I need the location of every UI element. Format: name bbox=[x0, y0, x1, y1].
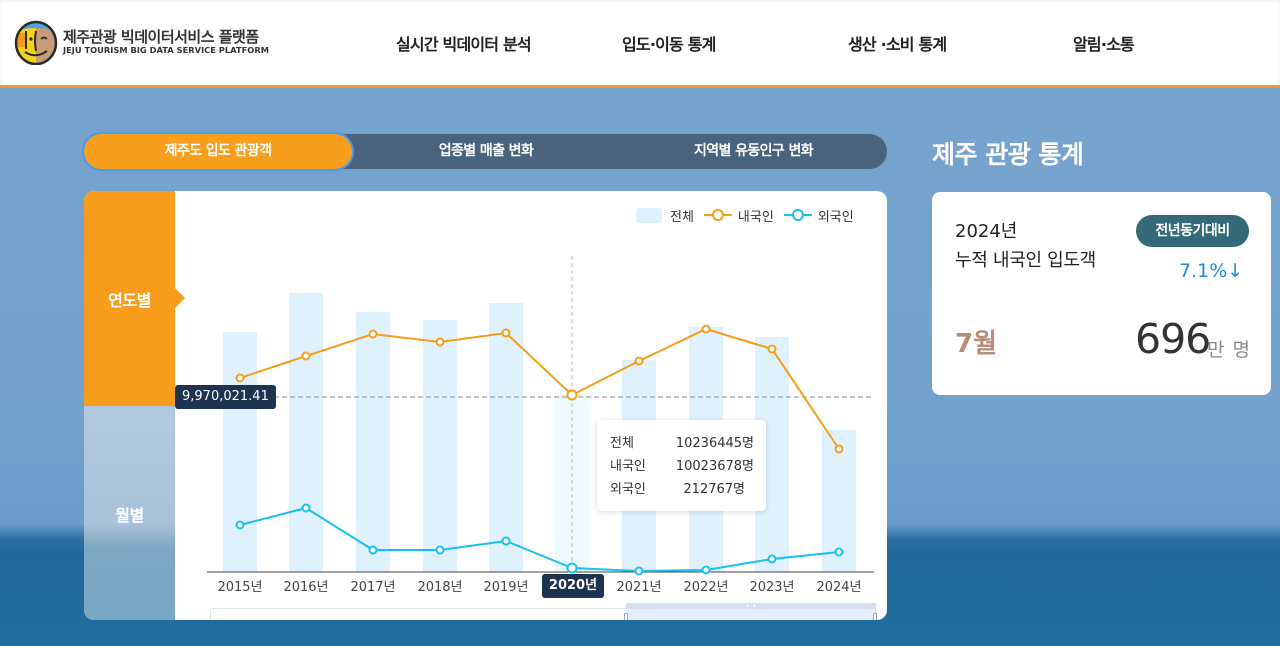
legend-foreign[interactable]: 외국인 bbox=[783, 206, 854, 225]
tooltip-row-foreign: 외국인 212767명 bbox=[610, 478, 754, 501]
x-label-2023[interactable]: 2023년 bbox=[749, 580, 795, 595]
yearly-toggle-button[interactable]: 연도별 bbox=[84, 191, 175, 406]
x-label-2020-active[interactable]: 2020년 bbox=[542, 574, 604, 598]
tooltip-row-domestic: 내국인 10023678명 bbox=[610, 455, 754, 478]
datazoom-right-handle[interactable] bbox=[873, 613, 877, 620]
legend-domestic-label: 내국인 bbox=[737, 209, 774, 225]
x-label-2024[interactable]: 2024년 bbox=[816, 580, 862, 595]
total-bars bbox=[223, 293, 856, 572]
stats-visitor-count: 696 bbox=[1135, 315, 1211, 363]
nav-notice-communication[interactable]: 알림·소통 bbox=[1073, 35, 1135, 54]
tooltip-value: 212767명 bbox=[683, 482, 745, 497]
logo-title: 제주관광 빅데이터서비스 플랫폼 bbox=[63, 28, 259, 46]
legend-domestic[interactable]: 내국인 bbox=[703, 206, 774, 225]
datazoom-left-handle[interactable] bbox=[624, 613, 628, 620]
legend-total[interactable]: 전체 bbox=[636, 206, 694, 225]
x-label-2022[interactable]: 2022년 bbox=[683, 580, 729, 595]
active-indicator-arrow-icon bbox=[175, 288, 185, 308]
legend-foreign-label: 외국인 bbox=[817, 209, 854, 225]
stats-description: 누적 내국인 입도객 bbox=[955, 250, 1096, 271]
header: 제주관광 빅데이터서비스 플랫폼 JEJU TOURISM BIG DATA S… bbox=[0, 0, 1280, 88]
jeju-face-logo-icon[interactable] bbox=[14, 19, 58, 66]
nav-production-consumption-stats[interactable]: 생산 ·소비 통계 bbox=[848, 35, 947, 54]
grip-icon bbox=[747, 604, 755, 607]
stats-year: 2024년 bbox=[955, 221, 1018, 242]
chart-legend: 전체 내국인 외국인 bbox=[636, 205, 864, 225]
nav-entry-movement-stats[interactable]: 입도·이동 통계 bbox=[622, 35, 716, 54]
nav-realtime-bigdata[interactable]: 실시간 빅데이터 분석 bbox=[396, 35, 532, 54]
visitors-chart[interactable] bbox=[84, 191, 887, 620]
yoy-badge: 전년동기대비 bbox=[1136, 215, 1249, 247]
x-label-2021[interactable]: 2021년 bbox=[616, 580, 662, 595]
foreign-points bbox=[235, 503, 844, 576]
tab-sales-by-industry[interactable]: 업종별 매출 변화 bbox=[438, 143, 534, 159]
logo-subtitle: JEJU TOURISM BIG DATA SERVICE PLATFORM bbox=[63, 45, 269, 55]
line-swatch-orange-icon bbox=[703, 208, 732, 222]
tooltip-label: 내국인 bbox=[610, 459, 646, 474]
monthly-toggle-button[interactable]: 월별 bbox=[84, 406, 175, 620]
bar-swatch-icon bbox=[636, 207, 662, 223]
x-label-2016[interactable]: 2016년 bbox=[283, 580, 329, 595]
chart-card: 연도별 월별 bbox=[84, 191, 887, 620]
yearly-label: 연도별 bbox=[108, 291, 151, 310]
tooltip-label: 외국인 bbox=[610, 482, 646, 497]
x-label-2015[interactable]: 2015년 bbox=[217, 580, 263, 595]
chart-tooltip: 전체 10236445명 내국인 10023678명 외국인 212767명 bbox=[597, 420, 766, 511]
legend-total-label: 전체 bbox=[670, 209, 694, 225]
tooltip-value: 10023678명 bbox=[675, 459, 754, 474]
tooltip-row-total: 전체 10236445명 bbox=[610, 432, 754, 455]
stats-month: 7월 bbox=[955, 329, 998, 359]
tooltip-value: 10236445명 bbox=[675, 436, 754, 451]
monthly-label: 월별 bbox=[115, 506, 144, 525]
yoy-change-value: 7.1%↓ bbox=[1179, 260, 1244, 282]
stats-unit: 만 명 bbox=[1207, 339, 1251, 361]
category-tabs: 제주도 입도 관광객 업종별 매출 변화 지역별 유동인구 변화 bbox=[84, 134, 887, 169]
line-swatch-cyan-icon bbox=[783, 208, 812, 222]
crosshair-y-value: 9,970,021.41 bbox=[175, 385, 276, 409]
tab-jeju-visitors[interactable]: 제주도 입도 관광객 bbox=[84, 134, 352, 169]
stats-title: 제주 관광 통계 bbox=[932, 140, 1084, 169]
x-label-2018[interactable]: 2018년 bbox=[417, 580, 463, 595]
datazoom-drag-bar[interactable] bbox=[626, 603, 876, 609]
x-label-2019[interactable]: 2019년 bbox=[483, 580, 529, 595]
tooltip-label: 전체 bbox=[610, 436, 634, 451]
tab-floating-population-by-region[interactable]: 지역별 유동인구 변화 bbox=[693, 143, 814, 159]
domestic-points bbox=[235, 324, 844, 454]
stats-card: 2024년 누적 내국인 입도객 전년동기대비 7.1%↓ 7월 696 만 명 bbox=[932, 192, 1271, 395]
x-label-2017[interactable]: 2017년 bbox=[350, 580, 396, 595]
